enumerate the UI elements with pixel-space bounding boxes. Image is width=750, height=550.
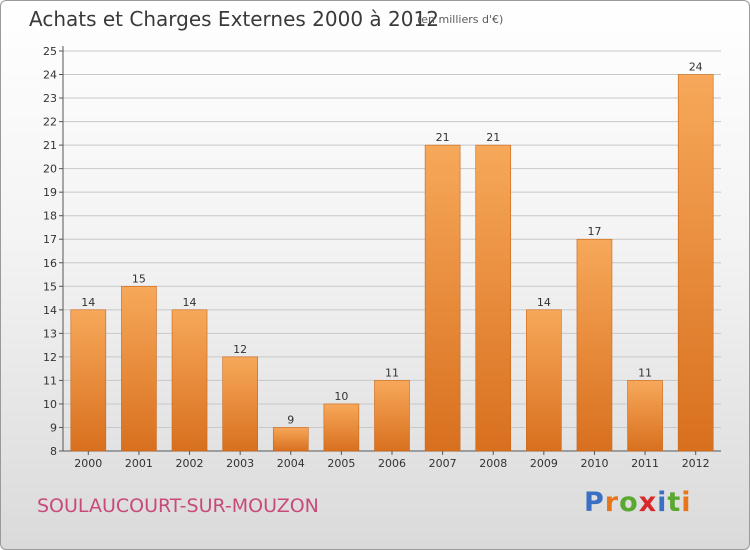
y-tick-label: 12 <box>43 351 57 364</box>
y-tick-label: 14 <box>43 304 57 317</box>
y-tick-label: 15 <box>43 280 57 293</box>
y-tick-label: 20 <box>43 163 57 176</box>
y-tick-label: 9 <box>50 421 57 434</box>
data-label: 12 <box>233 343 247 356</box>
data-label: 10 <box>334 390 348 403</box>
x-tick-label: 2009 <box>530 457 558 470</box>
y-tick-label: 21 <box>43 139 57 152</box>
y-tick-label: 22 <box>43 116 57 129</box>
x-tick-label: 2008 <box>479 457 507 470</box>
chart-title: Achats et Charges Externes 2000 à 2012 <box>29 7 439 31</box>
y-tick-label: 23 <box>43 92 57 105</box>
data-label: 14 <box>183 296 197 309</box>
y-tick-label: 10 <box>43 398 57 411</box>
data-label: 14 <box>81 296 95 309</box>
bar-2005 <box>323 403 360 452</box>
logo-letter: r <box>604 487 620 518</box>
data-label: 24 <box>689 61 703 74</box>
x-tick-label: 2000 <box>74 457 102 470</box>
bar-2004 <box>272 427 309 452</box>
logo-letter: t <box>667 487 682 518</box>
bar-2008 <box>475 144 512 452</box>
y-tick-label: 18 <box>43 210 57 223</box>
x-tick-label: 2011 <box>631 457 659 470</box>
logo-letter: x <box>638 487 658 518</box>
bar-2003 <box>222 356 258 452</box>
data-label: 21 <box>436 131 450 144</box>
proxiti-logo[interactable]: Proxiti <box>584 487 692 518</box>
x-tick-label: 2005 <box>327 457 355 470</box>
data-label: 9 <box>287 413 294 426</box>
bar-2006 <box>374 380 410 452</box>
y-tick-label: 24 <box>43 69 57 82</box>
bar-2011 <box>627 380 663 452</box>
data-label: 17 <box>587 225 601 238</box>
logo-letter: i <box>657 487 668 518</box>
bar-2002 <box>171 309 208 452</box>
x-tick-label: 2007 <box>429 457 457 470</box>
y-tick-label: 11 <box>43 374 57 387</box>
x-tick-label: 2006 <box>378 457 406 470</box>
data-label: 11 <box>638 366 652 379</box>
bar-2012 <box>677 74 714 452</box>
y-tick-label: 19 <box>43 186 57 199</box>
logo-letter: i <box>681 487 692 518</box>
bar-2007 <box>424 144 461 452</box>
logo-letter: P <box>584 487 605 518</box>
bar-2000 <box>70 309 107 452</box>
bar-2001 <box>121 285 157 452</box>
bar-2010 <box>576 238 613 452</box>
x-tick-label: 2010 <box>580 457 608 470</box>
x-tick-label: 2002 <box>176 457 204 470</box>
x-tick-label: 2001 <box>125 457 153 470</box>
x-tick-label: 2012 <box>682 457 710 470</box>
y-tick-label: 17 <box>43 233 57 246</box>
y-tick-label: 25 <box>43 45 57 58</box>
logo-letter: o <box>619 487 639 518</box>
y-tick-label: 16 <box>43 257 57 270</box>
bar-2009 <box>526 309 562 452</box>
plot-area: 8 9 10 11 12 13 14 15 16 17 18 19 20 21 22 23 24 25 14 2000… <box>43 45 721 470</box>
x-tick-label: 2004 <box>277 457 305 470</box>
chart-subtitle: (en milliers d'€) <box>417 13 504 26</box>
data-label: 14 <box>537 296 551 309</box>
y-tick-label: 8 <box>50 445 57 458</box>
x-tick-label: 2003 <box>226 457 254 470</box>
data-label: 15 <box>132 272 146 285</box>
data-label: 11 <box>385 366 399 379</box>
y-tick-label: 13 <box>43 327 57 340</box>
data-label: 21 <box>486 131 500 144</box>
commune-name: SOULAUCOURT-SUR-MOUZON <box>37 495 319 517</box>
